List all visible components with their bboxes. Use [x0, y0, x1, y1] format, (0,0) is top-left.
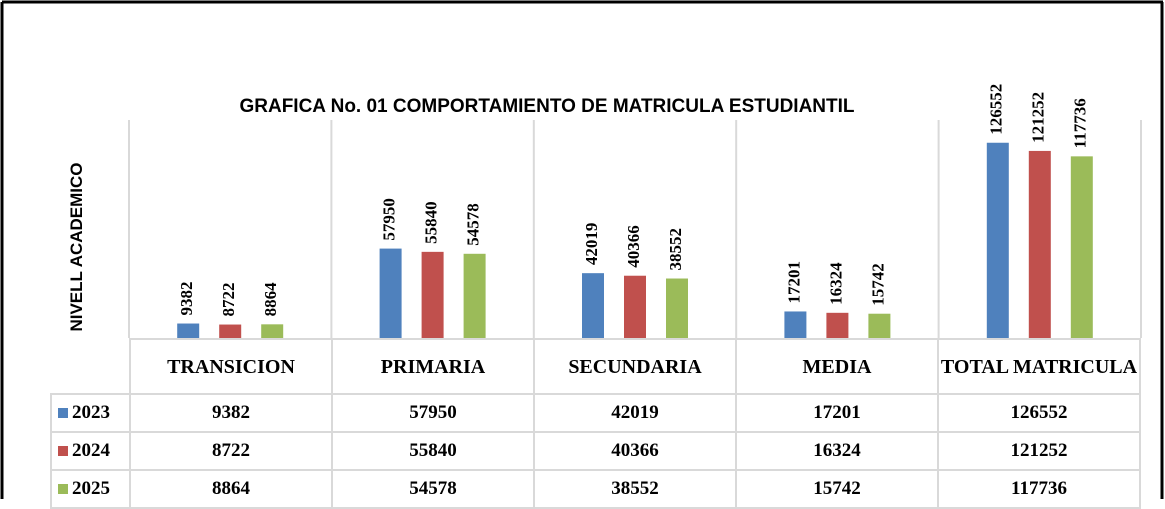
value-label: 126552 [987, 84, 1006, 135]
table-value: 15742 [735, 469, 939, 509]
table-value: 121252 [937, 431, 1141, 471]
bar [1028, 150, 1051, 338]
value-label: 8864 [261, 282, 280, 317]
bar [624, 275, 646, 338]
table-row: 2024 8722 55840 40366 16324 121252 [50, 431, 1141, 471]
legend-entry: 2025 [50, 469, 131, 509]
value-label: 121252 [1029, 92, 1048, 143]
value-label: 42019 [582, 223, 601, 266]
bar [784, 311, 807, 338]
table-value: 9382 [129, 393, 333, 433]
value-label: 16324 [826, 262, 845, 305]
bar [986, 142, 1009, 338]
value-label: 9382 [177, 282, 196, 316]
bar [219, 324, 242, 338]
category-label: SECUNDARIA [533, 338, 737, 395]
bar [582, 273, 604, 338]
category-label: TRANSICION [129, 338, 333, 395]
bar [177, 323, 200, 338]
legend-entry: 2023 [50, 393, 131, 433]
table-header: TRANSICION PRIMARIA SECUNDARIA MEDIA TOTAL M… [51, 338, 1141, 395]
legend-label: 2025 [72, 478, 110, 499]
data-table: TRANSICION PRIMARIA SECUNDARIA MEDIA TOTAL M… [50, 338, 1141, 509]
table-row: 2023 9382 57950 42019 17201 126552 [50, 393, 1141, 433]
table-value: 57950 [331, 393, 535, 433]
value-label: 38552 [666, 228, 685, 271]
category-label: MEDIA [735, 338, 939, 395]
table-value: 54578 [331, 469, 535, 509]
table-row: 2025 8864 54578 38552 15742 117736 [50, 469, 1141, 509]
bar [1070, 156, 1093, 338]
table-value: 42019 [533, 393, 737, 433]
bar [826, 312, 849, 338]
y-axis-label: NIVELL ACADEMICO [67, 162, 86, 331]
bar [261, 324, 284, 338]
value-label: 15742 [868, 263, 887, 306]
value-label: 8722 [219, 283, 238, 317]
corner [51, 339, 131, 394]
value-label: 55840 [422, 201, 441, 244]
category-label: TOTAL MATRICULA [937, 338, 1141, 395]
table-value: 16324 [735, 431, 939, 471]
bar [868, 313, 891, 338]
value-label: 117736 [1071, 98, 1090, 148]
value-label: 17201 [784, 261, 803, 304]
value-label: 57950 [380, 198, 399, 241]
table-value: 40366 [533, 431, 737, 471]
legend-swatch [58, 484, 68, 494]
legend-swatch [58, 408, 68, 418]
table-value: 17201 [735, 393, 939, 433]
legend-label: 2024 [72, 440, 110, 461]
table-value: 126552 [937, 393, 1141, 433]
legend-entry: 2024 [50, 431, 131, 471]
value-label: 54578 [464, 203, 483, 246]
legend-label: 2023 [72, 402, 110, 423]
table-value: 55840 [331, 431, 535, 471]
value-label: 40366 [624, 225, 643, 268]
bar [666, 278, 688, 338]
bar [463, 253, 486, 338]
bar [421, 251, 444, 338]
table-value: 117736 [937, 469, 1141, 509]
chart-title: GRAFICA No. 01 COMPORTAMIENTO DE MATRICU… [239, 96, 854, 117]
table-value: 8722 [129, 431, 333, 471]
category-label: PRIMARIA [331, 338, 535, 395]
table-value: 8864 [129, 469, 333, 509]
legend-swatch [58, 446, 68, 456]
table-value: 38552 [533, 469, 737, 509]
bar [379, 248, 402, 338]
